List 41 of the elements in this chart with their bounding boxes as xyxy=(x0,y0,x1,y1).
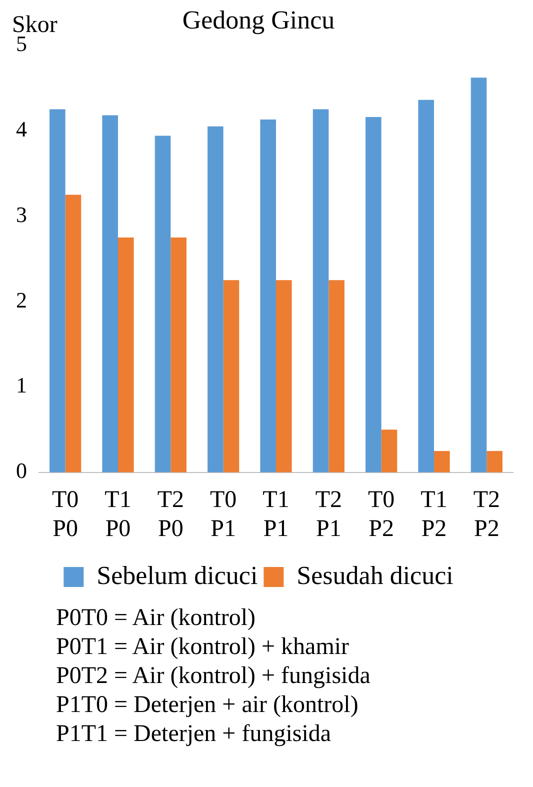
bar xyxy=(223,280,240,472)
text: P1T0 = Deterjen + air (kontrol) xyxy=(56,691,360,720)
x-tick-label: T2 P2 xyxy=(473,487,500,542)
bar xyxy=(434,451,450,472)
x-tick-label: T0 P2 xyxy=(368,487,395,542)
bar xyxy=(154,136,171,472)
bar xyxy=(65,194,82,472)
x-tick-label: T1 P0 xyxy=(104,487,132,542)
x-tick-label: T0 P0 xyxy=(52,487,79,542)
bar xyxy=(170,237,186,472)
bar xyxy=(276,280,292,472)
text: P0T1 = Air (kontrol) + khamir xyxy=(56,633,350,662)
legend-label: Sebelum dicuci xyxy=(96,560,258,590)
x-tick-label: T1 P1 xyxy=(262,487,290,542)
y-tick-label: 2 xyxy=(16,287,27,312)
x-tick-label: T0 P1 xyxy=(210,487,237,542)
x-tick-label: T1 P2 xyxy=(420,487,448,542)
x-tick-label: T2 P0 xyxy=(157,487,184,542)
y-tick-label: 0 xyxy=(16,458,27,484)
bar xyxy=(470,78,487,472)
x-tick-label: T2 P1 xyxy=(315,487,342,542)
bar xyxy=(118,237,134,472)
bar xyxy=(102,115,118,472)
y-tick-label: 4 xyxy=(16,116,27,142)
y-tick-label: 1 xyxy=(16,372,27,398)
text: P1T1 = Deterjen + fungisida xyxy=(56,720,332,749)
text: P0T0 = Air (kontrol) xyxy=(56,604,257,633)
bar xyxy=(312,109,329,472)
bar xyxy=(260,120,276,472)
chart-title: Gedong Gincu xyxy=(182,5,335,34)
bar xyxy=(486,451,502,472)
text: P0T2 = Air (kontrol) + fungisida xyxy=(56,662,372,691)
bar xyxy=(418,100,434,472)
bar xyxy=(328,280,344,472)
legend-label: Sesudah dicuci xyxy=(296,560,454,590)
bar xyxy=(208,126,224,472)
bar xyxy=(366,116,382,472)
y-axis-title: Skor xyxy=(12,12,58,38)
bar xyxy=(50,109,66,472)
bar xyxy=(381,430,398,472)
y-tick-label: 3 xyxy=(16,202,27,227)
